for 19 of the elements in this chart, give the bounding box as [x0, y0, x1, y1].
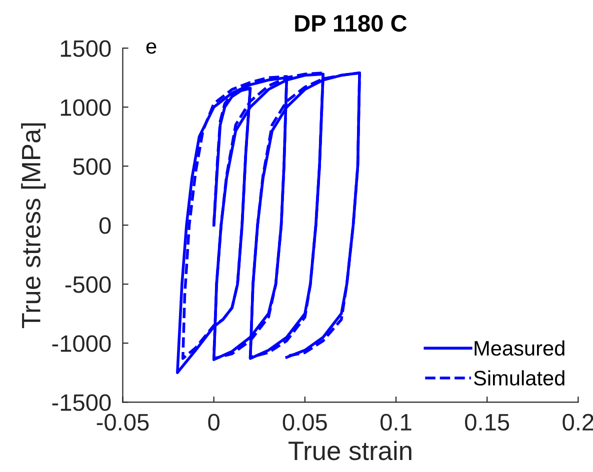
y-tick-label: -500: [65, 276, 111, 293]
y-tick-label: 1500: [60, 40, 111, 57]
y-axis-title: True stress [MPa]: [21, 123, 46, 328]
x-tick-label: 0.2: [562, 414, 593, 431]
y-tick-label: 0: [99, 217, 111, 234]
x-tick-label: 0.15: [465, 414, 510, 431]
x-tick-label: -0.05: [96, 414, 149, 431]
legend-label: Measured: [474, 340, 564, 356]
x-tick-label: 0.1: [380, 414, 412, 431]
y-tick-label: 500: [73, 158, 111, 175]
legend-label: Simulated: [474, 370, 564, 386]
x-tick-label: 0.05: [282, 414, 327, 431]
x-tick-label: 0: [208, 414, 220, 431]
y-tick-label: -1000: [52, 335, 111, 352]
y-tick-label: 1000: [60, 99, 111, 116]
chart-title: DP 1180 C: [295, 14, 407, 32]
y-tick-label: -1500: [52, 394, 111, 411]
annotation: e: [146, 42, 156, 54]
x-axis-title: True strain: [288, 440, 412, 460]
